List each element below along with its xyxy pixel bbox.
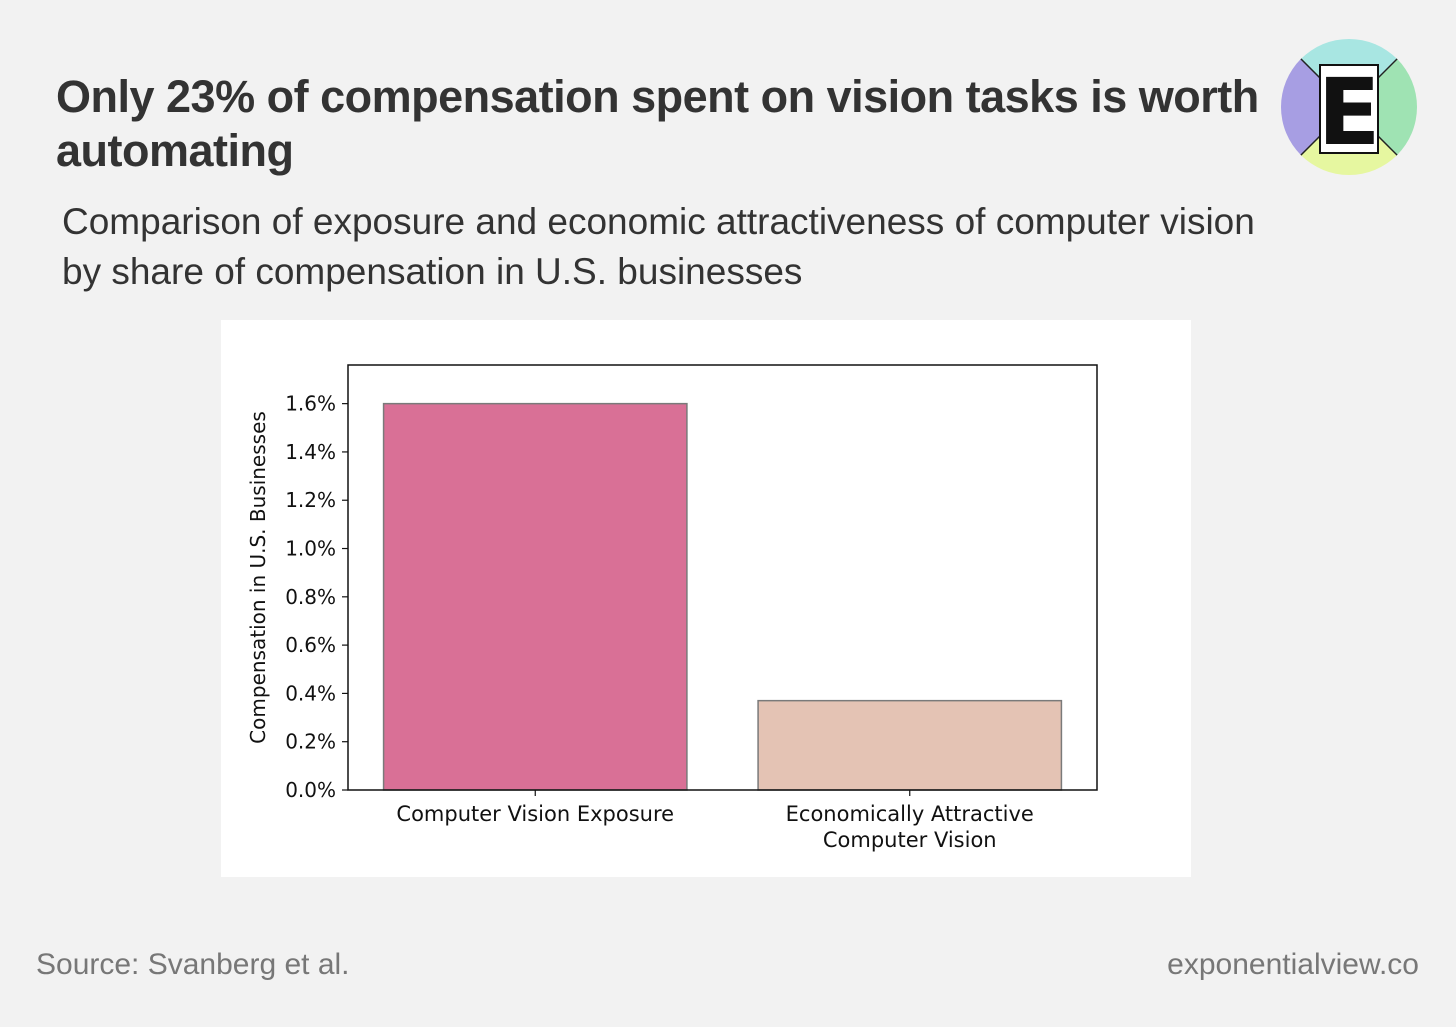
bar-chart: Computer Vision Exposure Economically Att…	[246, 364, 1098, 852]
chart-subtitle: Comparison of exposure and economic attr…	[62, 201, 1255, 292]
logo-quadrant-right	[1349, 39, 1417, 175]
exponential-view-logo-icon: E	[1280, 38, 1418, 176]
y-tick-label-0: 0.0%	[285, 778, 336, 802]
x-tick-label-0: Computer Vision Exposure	[396, 802, 674, 826]
y-axis-label: Compensation in U.S. Businesses	[246, 411, 270, 744]
bar-0	[382, 402, 688, 791]
y-tick-label-7: 1.4%	[285, 440, 336, 464]
x-tick-label-1: Economically Attractive Computer Vision	[786, 802, 1034, 852]
plot-frame	[347, 364, 1098, 791]
chart-panel: Computer Vision Exposure Economically Att…	[221, 320, 1191, 877]
y-tick-label-3: 0.6%	[285, 633, 336, 657]
chart-title: Only 23% of compensation spent on vision…	[56, 71, 1259, 176]
y-tick-label-8: 1.6%	[285, 392, 336, 416]
logo-letter: E	[1318, 59, 1381, 166]
y-tick-label-4: 0.8%	[285, 585, 336, 609]
logo-quadrant-left	[1281, 39, 1349, 175]
y-tick-label-6: 1.2%	[285, 488, 336, 512]
site-link[interactable]: exponentialview.co	[1167, 948, 1419, 981]
bar-1	[757, 699, 1063, 791]
y-tick-label-2: 0.4%	[285, 681, 336, 705]
source-note: Source: Svanberg et al.	[36, 948, 350, 981]
y-tick-label-5: 1.0%	[285, 537, 336, 561]
y-tick-label-1: 0.2%	[285, 730, 336, 754]
